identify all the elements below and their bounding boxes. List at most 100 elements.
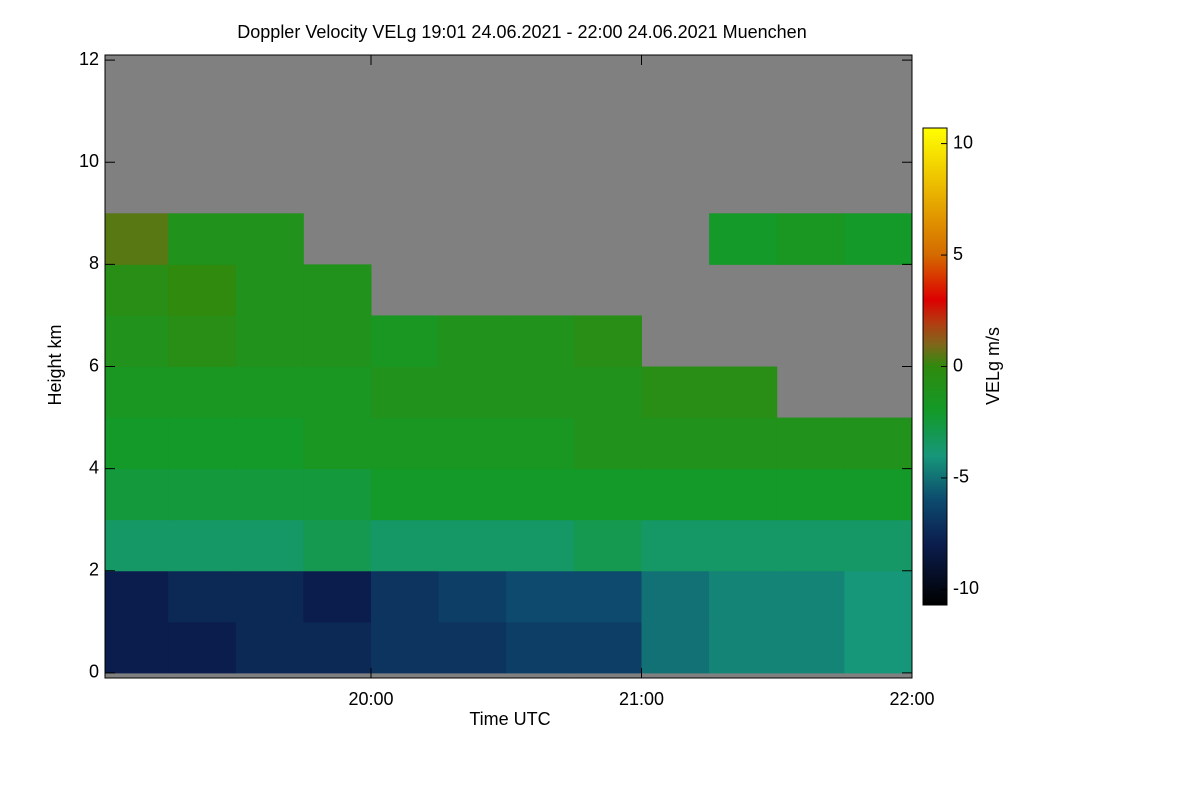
heatmap-cell xyxy=(573,315,642,367)
heatmap-cell xyxy=(370,315,440,367)
heatmap-cell xyxy=(573,519,642,572)
y-tick-label: 0 xyxy=(89,662,99,682)
x-tick-label: 20:00 xyxy=(348,689,393,709)
heatmap-cell xyxy=(168,213,237,265)
colorbar-tick-label: 10 xyxy=(953,132,973,152)
heatmap-cell xyxy=(844,621,913,674)
y-tick-label: 10 xyxy=(79,151,99,171)
heatmap-cell xyxy=(641,417,710,470)
heatmap-cell xyxy=(235,417,304,470)
heatmap-cell xyxy=(776,570,845,623)
heatmap-cell xyxy=(709,366,778,419)
heatmap-cell xyxy=(168,264,237,316)
heatmap-cell xyxy=(573,366,642,419)
heatmap-cell xyxy=(844,417,913,470)
heatmap-cell xyxy=(844,519,913,572)
heatmap-cell xyxy=(105,417,169,470)
heatmap-cell xyxy=(370,570,440,623)
heatmap-cell xyxy=(303,621,372,674)
heatmap-cell xyxy=(168,366,237,419)
heatmap-cell xyxy=(303,264,372,316)
heatmap-cell xyxy=(641,570,710,623)
heatmap-cell xyxy=(303,468,372,521)
heatmap-cell xyxy=(235,519,304,572)
heatmap-cell xyxy=(105,570,169,623)
heatmap-cell xyxy=(776,519,845,572)
heatmap-cell xyxy=(438,570,507,623)
chart-title: Doppler Velocity VELg 19:01 24.06.2021 -… xyxy=(237,22,806,42)
heatmap-cell xyxy=(573,468,642,521)
heatmap-cell xyxy=(709,519,778,572)
heatmap-cell xyxy=(506,417,575,470)
y-tick-label: 12 xyxy=(79,49,99,69)
heatmap-cell xyxy=(168,621,237,674)
heatmap-cell xyxy=(105,366,169,419)
heatmap-cell xyxy=(641,366,710,419)
heatmap-cell xyxy=(709,213,778,265)
heatmap-cell xyxy=(438,315,507,367)
heatmap-cell xyxy=(235,213,304,265)
colorbar-tick-label: 0 xyxy=(953,355,963,375)
heatmap-cell xyxy=(844,468,913,521)
y-tick-label: 8 xyxy=(89,253,99,273)
heatmap-cell xyxy=(641,468,710,521)
heatmap-cell xyxy=(370,468,440,521)
heatmap-cell xyxy=(105,264,169,316)
y-axis-label: Height km xyxy=(45,324,65,405)
heatmap-cell xyxy=(709,621,778,674)
heatmap-cell xyxy=(709,570,778,623)
y-tick-label: 4 xyxy=(89,457,99,477)
heatmap-cell xyxy=(506,366,575,419)
heatmap-cell xyxy=(370,519,440,572)
heatmap-cell xyxy=(105,213,169,265)
heatmap-cell xyxy=(168,519,237,572)
heatmap-cell xyxy=(370,417,440,470)
heatmap-cell xyxy=(105,468,169,521)
heatmap-cell xyxy=(709,417,778,470)
heatmap-cell xyxy=(303,366,372,419)
heatmap-cell xyxy=(776,213,845,265)
heatmap-cell xyxy=(844,570,913,623)
heatmap-cell xyxy=(573,417,642,470)
heatmap-cell xyxy=(235,315,304,367)
heatmap-cell xyxy=(438,417,507,470)
heatmap-cell xyxy=(370,366,440,419)
y-tick-label: 2 xyxy=(89,560,99,580)
heatmap-cell xyxy=(776,417,845,470)
heatmap-cell xyxy=(506,621,575,674)
heatmap-cell xyxy=(709,468,778,521)
x-axis-label: Time UTC xyxy=(469,709,550,729)
y-tick-label: 6 xyxy=(89,355,99,375)
heatmap-cell xyxy=(105,621,169,674)
heatmap-cell xyxy=(168,468,237,521)
heatmap-cell xyxy=(776,621,845,674)
heatmap-cell xyxy=(641,519,710,572)
heatmap-cell xyxy=(370,621,440,674)
heatmap-cell xyxy=(235,366,304,419)
heatmap-cell xyxy=(303,417,372,470)
heatmap-cell xyxy=(168,570,237,623)
heatmap-cell xyxy=(438,519,507,572)
heatmap-cell xyxy=(235,621,304,674)
heatmap-cell xyxy=(105,315,169,367)
heatmap-cell xyxy=(573,570,642,623)
heatmap-cell xyxy=(506,315,575,367)
heatmap-cell xyxy=(438,468,507,521)
heatmap-cell xyxy=(235,264,304,316)
heatmap-cell xyxy=(438,621,507,674)
heatmap-cell xyxy=(776,468,845,521)
heatmap-cell xyxy=(506,519,575,572)
colorbar-label: VELg m/s xyxy=(983,327,1003,405)
heatmap-cell xyxy=(844,213,913,265)
heatmap-cell xyxy=(303,315,372,367)
heatmap-cell xyxy=(641,621,710,674)
heatmap-cell xyxy=(506,570,575,623)
colorbar-tick-label: -10 xyxy=(953,578,979,598)
x-tick-label: 22:00 xyxy=(889,689,934,709)
heatmap-cell xyxy=(438,366,507,419)
heatmap-cell xyxy=(235,570,304,623)
colorbar-tick-label: 5 xyxy=(953,244,963,264)
heatmap-cell xyxy=(573,621,642,674)
heatmap-cell xyxy=(506,468,575,521)
